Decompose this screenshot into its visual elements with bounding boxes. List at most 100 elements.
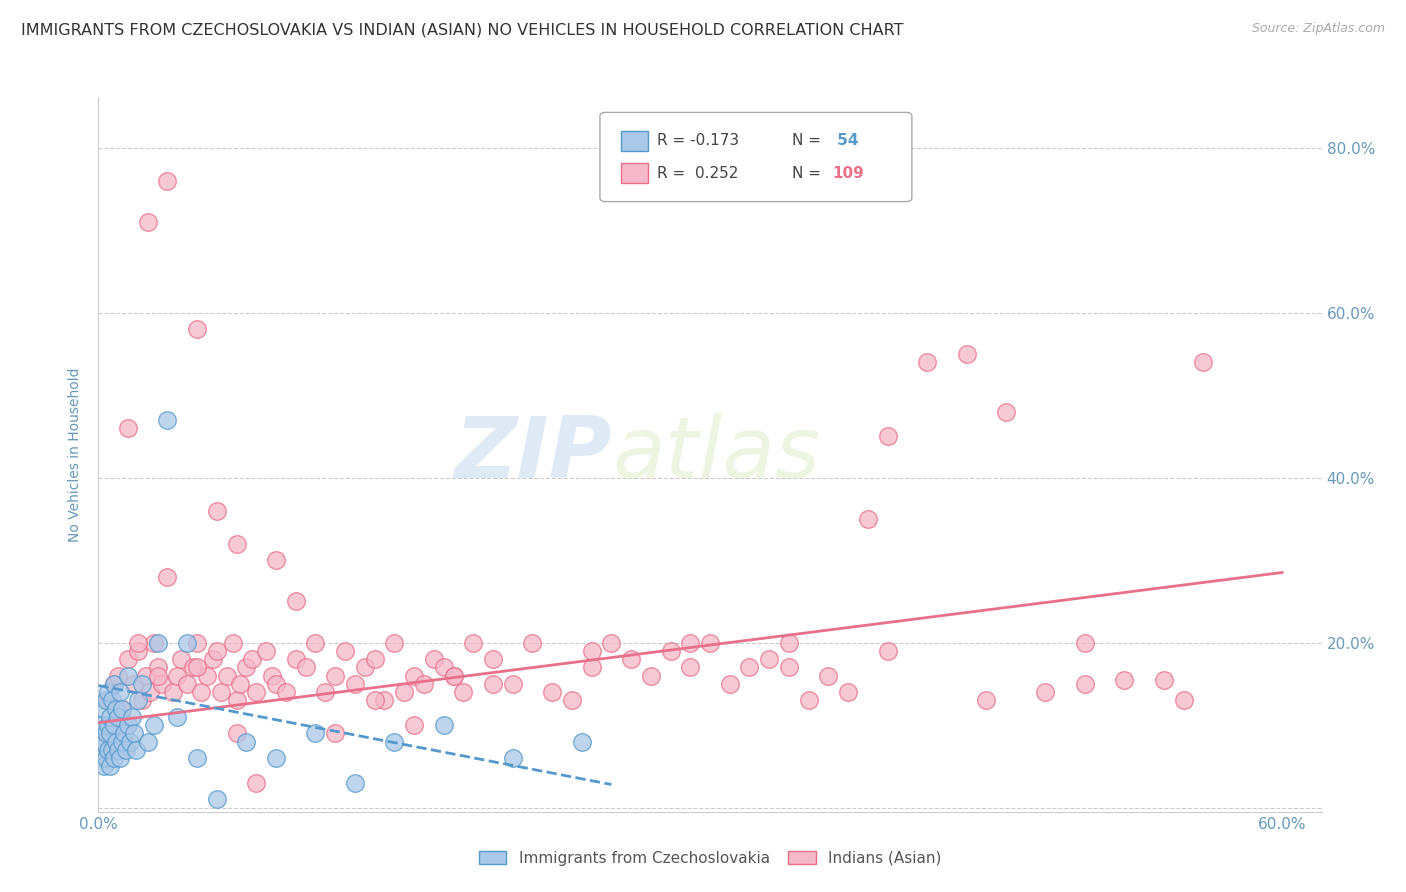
- Point: [105, 734, 128, 748]
- Point: [225, 726, 247, 740]
- Point: [142, 635, 165, 649]
- Text: N =: N =: [792, 166, 821, 180]
- Point: [201, 652, 224, 666]
- Point: [96, 693, 118, 707]
- Point: [108, 751, 131, 765]
- Point: [101, 743, 124, 757]
- Point: [1074, 635, 1097, 649]
- Point: [166, 710, 188, 724]
- Point: [136, 734, 159, 748]
- Point: [117, 652, 139, 666]
- Point: [404, 718, 426, 732]
- Point: [304, 726, 326, 740]
- Point: [274, 685, 297, 699]
- Point: [131, 693, 153, 707]
- Point: [571, 734, 593, 748]
- Point: [111, 701, 134, 715]
- Point: [103, 677, 125, 691]
- Point: [876, 644, 898, 658]
- Point: [162, 685, 184, 699]
- Point: [235, 660, 257, 674]
- FancyBboxPatch shape: [600, 112, 912, 202]
- Point: [240, 652, 263, 666]
- Point: [797, 693, 820, 707]
- Point: [443, 668, 465, 682]
- Text: Source: ZipAtlas.com: Source: ZipAtlas.com: [1251, 22, 1385, 36]
- Point: [1173, 693, 1195, 707]
- Point: [915, 355, 938, 369]
- Point: [463, 635, 485, 649]
- Point: [176, 677, 198, 691]
- Point: [186, 635, 208, 649]
- Point: [156, 413, 179, 427]
- Point: [127, 693, 149, 707]
- Point: [876, 429, 898, 443]
- Legend: Immigrants from Czechoslovakia, Indians (Asian): Immigrants from Czechoslovakia, Indians …: [472, 845, 948, 871]
- Point: [245, 776, 267, 790]
- Point: [146, 635, 169, 649]
- Point: [699, 635, 721, 649]
- Point: [121, 710, 143, 724]
- Point: [107, 668, 129, 682]
- Point: [738, 660, 761, 674]
- Point: [373, 693, 395, 707]
- Point: [93, 701, 115, 715]
- Point: [97, 693, 120, 707]
- Point: [150, 677, 173, 691]
- Point: [103, 751, 125, 765]
- Point: [974, 693, 997, 707]
- Point: [118, 734, 141, 748]
- Point: [156, 569, 179, 583]
- Point: [209, 685, 232, 699]
- Point: [225, 693, 247, 707]
- Point: [1114, 673, 1136, 687]
- Point: [115, 743, 138, 757]
- Point: [640, 668, 662, 682]
- Point: [433, 660, 456, 674]
- Point: [135, 668, 157, 682]
- Point: [105, 701, 128, 715]
- Bar: [620, 163, 648, 183]
- Point: [994, 404, 1017, 418]
- Point: [125, 743, 148, 757]
- Point: [392, 685, 416, 699]
- Point: [294, 660, 316, 674]
- Point: [96, 726, 118, 740]
- Point: [117, 421, 139, 435]
- Text: atlas: atlas: [612, 413, 820, 497]
- Point: [91, 718, 114, 732]
- Point: [254, 644, 277, 658]
- Point: [423, 652, 446, 666]
- Point: [245, 685, 267, 699]
- Point: [443, 668, 465, 682]
- Point: [522, 635, 544, 649]
- Point: [1192, 355, 1215, 369]
- Y-axis label: No Vehicles in Household: No Vehicles in Household: [69, 368, 83, 542]
- Point: [363, 652, 385, 666]
- Point: [1074, 677, 1097, 691]
- Point: [101, 693, 124, 707]
- Point: [264, 677, 287, 691]
- Point: [433, 718, 456, 732]
- Point: [96, 751, 118, 765]
- Point: [107, 743, 129, 757]
- Point: [103, 677, 125, 691]
- Point: [111, 701, 134, 715]
- Point: [142, 718, 165, 732]
- Point: [93, 759, 115, 773]
- Point: [186, 660, 208, 674]
- Point: [343, 677, 366, 691]
- Point: [98, 759, 121, 773]
- Point: [195, 668, 218, 682]
- Point: [404, 668, 426, 682]
- Point: [363, 693, 385, 707]
- Point: [482, 652, 505, 666]
- Point: [170, 652, 193, 666]
- Text: R = -0.173: R = -0.173: [658, 134, 740, 148]
- Point: [323, 668, 346, 682]
- Point: [138, 685, 160, 699]
- Point: [89, 734, 111, 748]
- Point: [482, 677, 505, 691]
- Point: [127, 635, 149, 649]
- Point: [343, 776, 366, 790]
